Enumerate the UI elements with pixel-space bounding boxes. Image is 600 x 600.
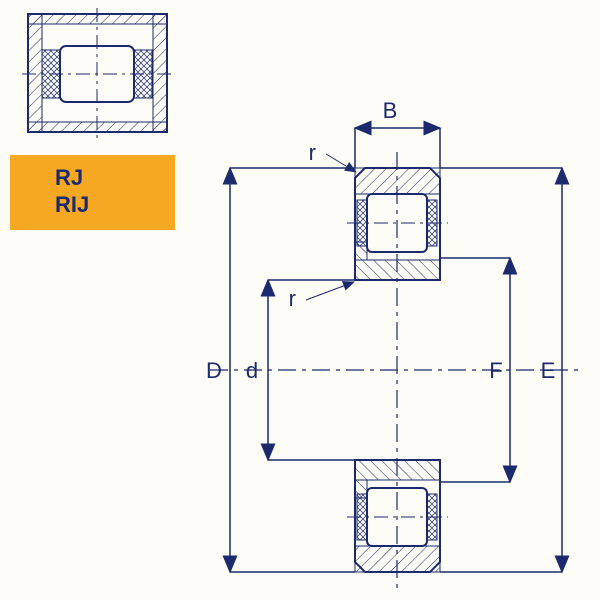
dim-label-r-top: r [309,140,316,165]
badge-line-1: RJ [55,165,83,190]
dim-label-F: F [489,358,502,383]
dim-label-B: B [383,98,398,123]
badge-line-2: RIJ [55,192,89,217]
bearing-diagram: RJ RIJ B D d E F r r [0,0,600,600]
dim-label-E: E [541,358,556,383]
dim-label-d: d [246,358,258,383]
dim-label-D: D [206,358,222,383]
type-badge: RJ RIJ [10,155,175,230]
thumbnail-section [22,8,173,138]
dim-label-r-bot: r [289,286,296,311]
badge-bg [10,155,175,230]
